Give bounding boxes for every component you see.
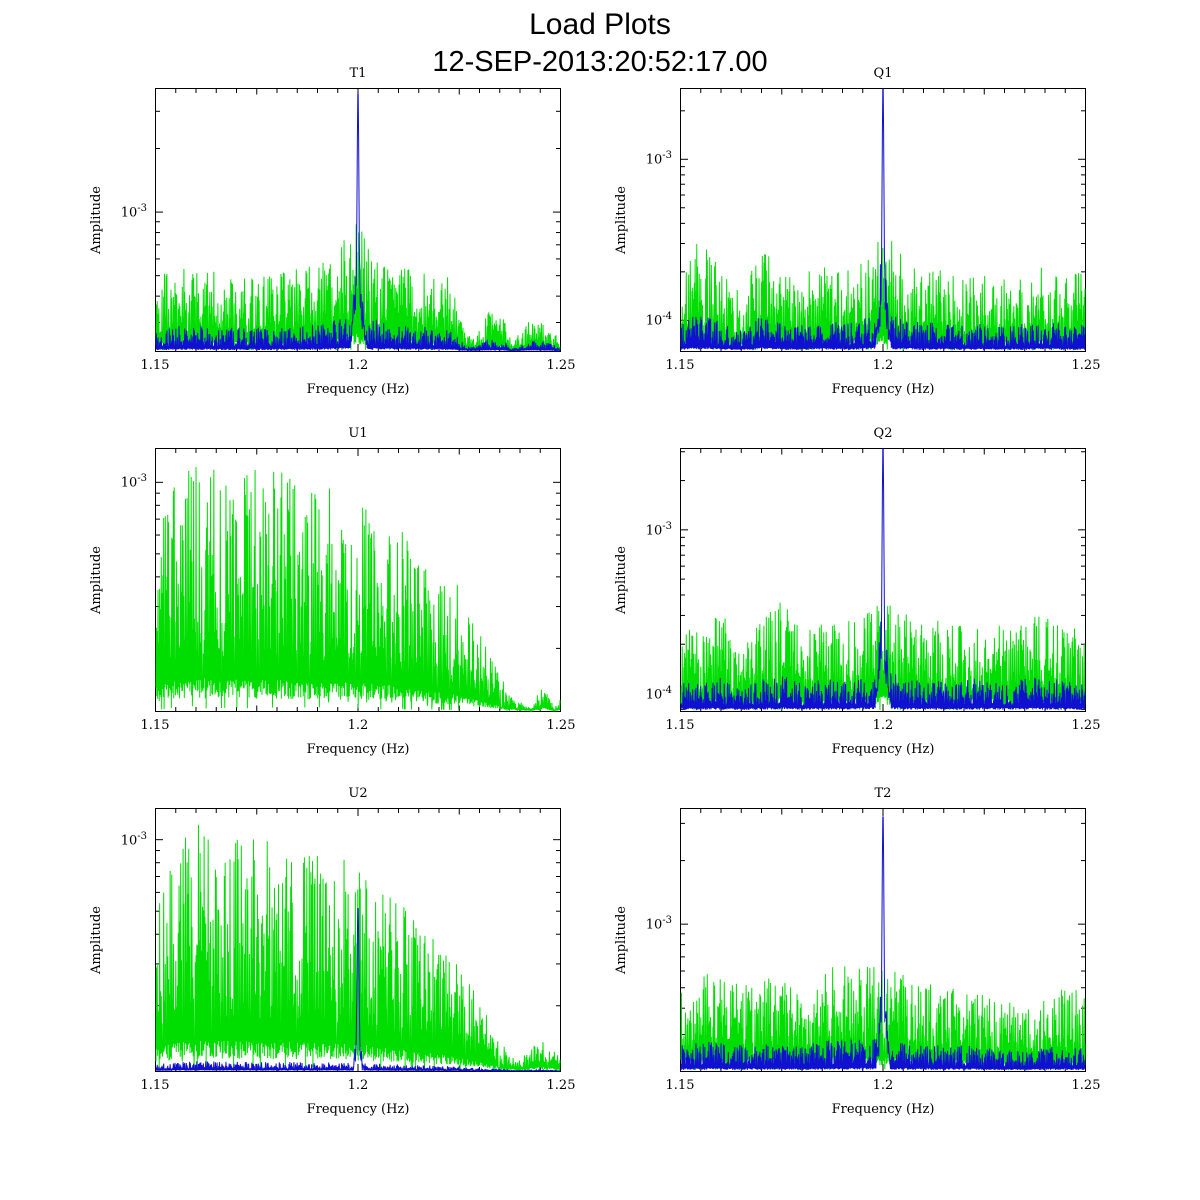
x-tick-label: 1.15 xyxy=(140,358,170,373)
plot-title: Q1 xyxy=(873,66,893,81)
x-tick-label: 1.2 xyxy=(347,1078,369,1093)
y-axis-label: Amplitude xyxy=(614,546,629,614)
x-tick-label: 1.15 xyxy=(140,718,170,733)
page-subtitle-timestamp: 12-SEP-2013:20:52:17.00 xyxy=(432,46,768,78)
y-tick-label: 10-3 xyxy=(645,520,672,539)
x-tick-label: 1.2 xyxy=(347,718,369,733)
x-tick-label: 1.15 xyxy=(140,1078,170,1093)
plot-q2: Q2 Amplitude 10-3 10-4 1.15 1.2 1.25 Fre… xyxy=(590,426,1116,768)
plot-canvas xyxy=(155,448,561,712)
page-title: Load Plots xyxy=(529,8,671,41)
x-axis-label: Frequency (Hz) xyxy=(306,1102,410,1117)
y-tick-label: 10-3 xyxy=(120,473,147,491)
y-tick-label: 10-3 xyxy=(120,830,147,848)
x-axis-label: Frequency (Hz) xyxy=(306,742,410,757)
x-tick-label: 1.15 xyxy=(665,1078,695,1093)
plot-canvas xyxy=(155,88,561,352)
y-tick-label: 10-3 xyxy=(645,915,672,933)
y-tick-label: 10-4 xyxy=(645,311,672,329)
x-tick-label: 1.2 xyxy=(872,718,894,733)
x-tick-label: 1.25 xyxy=(546,718,576,733)
x-tick-label: 1.25 xyxy=(1071,358,1101,373)
plot-title: U1 xyxy=(348,426,368,441)
plot-title: U2 xyxy=(348,786,368,801)
plot-u1: U1 Amplitude 10-3 1.15 1.2 1.25 Frequenc… xyxy=(65,426,591,768)
plot-title: Q2 xyxy=(873,426,893,441)
plot-canvas xyxy=(680,808,1086,1072)
plot-t1: T1 Amplitude 10-3 1.15 1.2 1.25 Frequenc… xyxy=(65,66,591,408)
y-tick-label: 10-3 xyxy=(645,150,672,168)
x-tick-label: 1.15 xyxy=(665,358,695,373)
plot-canvas xyxy=(155,808,561,1072)
x-tick-label: 1.25 xyxy=(546,358,576,373)
plot-canvas xyxy=(680,88,1086,352)
plot-title: T2 xyxy=(874,786,892,801)
x-tick-label: 1.25 xyxy=(1071,718,1101,733)
plot-canvas xyxy=(680,448,1086,712)
x-tick-label: 1.25 xyxy=(546,1078,576,1093)
x-axis-label: Frequency (Hz) xyxy=(831,382,935,397)
plot-t2: T2 Amplitude 10-3 1.15 1.2 1.25 Frequenc… xyxy=(590,786,1116,1128)
plot-q1: Q1 Amplitude 10-3 10-4 1.15 1.2 1.25 Fre… xyxy=(590,66,1116,408)
y-tick-label: 10-3 xyxy=(120,203,147,221)
x-tick-label: 1.2 xyxy=(347,358,369,373)
plot-u2: U2 Amplitude 10-3 1.15 1.2 1.25 Frequenc… xyxy=(65,786,591,1128)
plot-title: T1 xyxy=(349,66,367,81)
x-tick-label: 1.25 xyxy=(1071,1078,1101,1093)
y-axis-label: Amplitude xyxy=(614,906,629,974)
x-axis-label: Frequency (Hz) xyxy=(831,1102,935,1117)
x-axis-label: Frequency (Hz) xyxy=(306,382,410,397)
x-tick-label: 1.2 xyxy=(872,1078,894,1093)
y-tick-label: 10-4 xyxy=(645,684,672,702)
x-tick-label: 1.15 xyxy=(665,718,695,733)
x-axis-label: Frequency (Hz) xyxy=(831,742,935,757)
x-tick-label: 1.2 xyxy=(872,358,894,373)
